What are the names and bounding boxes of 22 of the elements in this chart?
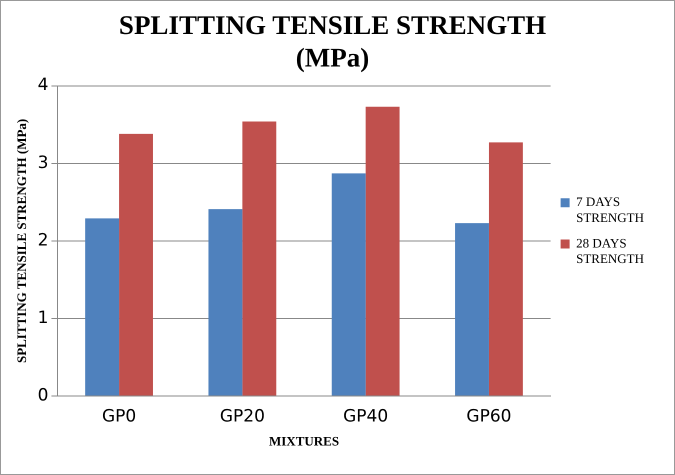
y-axis-title: SPLITTING TENSILE STRENGTH (MPa) [14, 118, 30, 364]
y-tick-label: 4 [38, 75, 48, 96]
bar [488, 142, 523, 396]
y-tick-label: 1 [38, 308, 48, 328]
bar [366, 106, 400, 396]
x-tick-label: GP40 [343, 406, 388, 427]
y-tick-label: 0 [38, 385, 48, 406]
x-axis-title: MIXTURES [268, 434, 340, 449]
x-tick-label: GP60 [466, 406, 512, 427]
y-tick-label: 2 [38, 230, 48, 250]
bar [242, 121, 276, 396]
legend-label: 7 DAYS STRENGTH [576, 194, 644, 225]
y-tick-label: 3 [38, 152, 48, 173]
legend-label: 28 DAYS STRENGTH [576, 235, 644, 266]
x-tick-label: GP20 [220, 406, 265, 427]
bar [208, 209, 242, 396]
chart-title: SPLITTING TENSILE STRENGTH (MPa) [118, 10, 546, 73]
bar [332, 173, 366, 396]
bar [119, 134, 153, 396]
bar [455, 223, 489, 396]
bar [85, 218, 120, 396]
x-tick-label: GP0 [102, 406, 136, 427]
